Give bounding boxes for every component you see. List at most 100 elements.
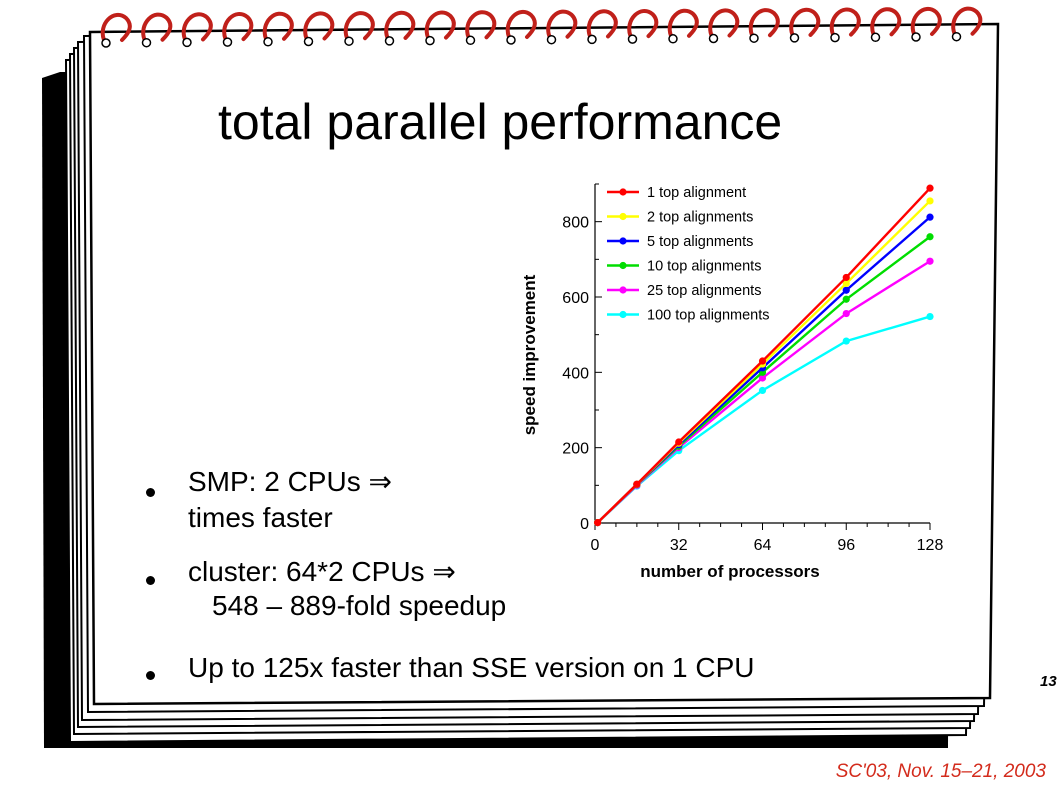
binding-hole [627, 34, 638, 44]
binding-ring [141, 12, 173, 42]
binding-hole [546, 34, 557, 45]
binding-ring [181, 12, 213, 42]
x-tick-label: 128 [917, 537, 944, 554]
data-point [842, 295, 850, 303]
data-point [758, 357, 767, 365]
data-point [926, 257, 934, 265]
data-point [633, 480, 641, 488]
binding-hole [708, 33, 719, 44]
binding-hole [749, 33, 759, 43]
binding-hole [911, 32, 921, 42]
bullet-text-continued: 548 – 889-fold speedup [212, 590, 507, 621]
x-tick-label: 0 [591, 537, 600, 554]
binding-ring [667, 8, 699, 38]
y-tick-label: 600 [562, 290, 589, 307]
binding-ring [546, 9, 578, 39]
y-tick-label: 800 [562, 215, 589, 232]
data-point [758, 374, 767, 382]
chart-series [594, 184, 934, 527]
legend-marker [619, 286, 627, 294]
binding-ring [465, 10, 497, 40]
slide-title: total parallel performance [218, 94, 783, 150]
binding-ring [870, 7, 902, 37]
data-point [842, 286, 850, 294]
binding-ring [424, 10, 456, 40]
chart-legend: 1 top alignment 2 top alignments 5 top ali… [607, 185, 770, 324]
bullet-text: SMP: 2 CPUs ⇒ [188, 466, 392, 497]
binding-hole [222, 37, 233, 47]
x-tick-label: 32 [670, 537, 688, 554]
bullet-text-continued: times faster [188, 502, 333, 533]
binding-ring [586, 9, 618, 39]
bullet-dot [146, 488, 155, 497]
binding-hole [870, 32, 881, 43]
legend-label: 5 top alignments [647, 234, 753, 250]
y-tick-label: 400 [562, 365, 589, 382]
data-point [926, 312, 934, 321]
binding-hole [789, 33, 800, 43]
binding-ring [789, 7, 821, 37]
binding-ring [748, 8, 780, 38]
binding-hole [141, 37, 152, 48]
y-axis-label: speed improvement [520, 274, 539, 435]
y-tick-label: 0 [580, 516, 589, 533]
binding-ring [303, 11, 335, 41]
binding-ring [627, 9, 659, 39]
data-point [842, 279, 850, 288]
binding-hole [465, 35, 476, 46]
legend-marker [619, 188, 627, 196]
speedup-chart: 0 200 400 600 800 0 32 64 96 128 1 top alignment 2… [515, 170, 955, 590]
binding-hole [384, 36, 395, 46]
bullet-dot [146, 671, 155, 680]
x-tick-label: 64 [754, 537, 772, 554]
legend-marker [619, 310, 627, 319]
legend-label: 1 top alignment [647, 185, 746, 201]
data-point [842, 273, 850, 282]
binding-hole [263, 37, 273, 47]
binding-ring [708, 8, 740, 38]
binding-hole [951, 31, 962, 42]
binding-ring [262, 11, 294, 41]
data-point [675, 438, 683, 446]
data-point [926, 213, 934, 221]
chart-axes: 0 200 400 600 800 0 32 64 96 128 [562, 183, 944, 554]
data-point [758, 386, 767, 395]
legend-marker [619, 261, 627, 270]
binding-ring [505, 9, 537, 39]
data-point [594, 519, 602, 527]
legend-label: 2 top alignments [647, 210, 753, 226]
binding-hole [182, 37, 192, 48]
series-line [596, 187, 931, 524]
binding-ring [910, 6, 942, 36]
legend-marker [619, 212, 627, 221]
binding-hole [830, 32, 840, 43]
data-point [842, 309, 850, 318]
data-point [926, 197, 934, 205]
binding-ring [829, 7, 861, 37]
legend-label: 25 top alignments [647, 283, 761, 299]
bullet-text: cluster: 64*2 CPUs ⇒ [188, 556, 456, 587]
legend-label: 100 top alignments [647, 308, 770, 324]
binding-ring [343, 11, 375, 41]
data-point [926, 184, 934, 192]
binding-ring [384, 10, 416, 40]
binding-hole [668, 34, 678, 44]
binding-hole [344, 36, 354, 46]
bullet-text: Up to 125x faster than SSE version on 1 … [188, 652, 755, 683]
data-point [842, 337, 850, 345]
x-tick-label: 96 [837, 537, 855, 554]
legend-marker [619, 237, 627, 245]
binding-ring [222, 12, 254, 42]
binding-hole [587, 34, 597, 45]
legend-label: 10 top alignments [647, 259, 761, 275]
binding-hole [506, 35, 516, 45]
x-axis-label: number of processors [640, 562, 820, 581]
page-number: 13 [1040, 673, 1057, 690]
binding-ring [100, 12, 132, 42]
binding-hole [101, 38, 111, 48]
binding-hole [425, 35, 435, 46]
y-tick-label: 200 [562, 441, 589, 458]
binding-hole [303, 36, 314, 47]
data-point [926, 233, 934, 241]
bullet-dot [146, 576, 155, 585]
